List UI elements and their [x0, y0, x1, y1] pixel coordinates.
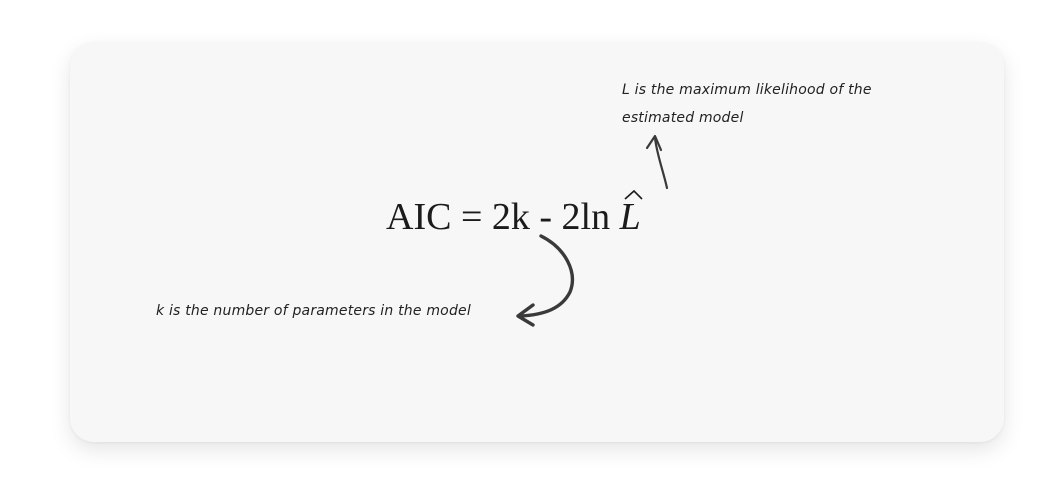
- parameters-annotation: k is the number of parameters in the mod…: [156, 303, 471, 319]
- hat-accent-icon: [624, 189, 643, 200]
- likelihood-symbol: L: [619, 189, 643, 238]
- likelihood-annotation: L is the maximum likelihood of the estim…: [622, 76, 922, 132]
- likelihood-annotation-line2: estimated model: [622, 110, 744, 126]
- likelihood-letter: L: [619, 196, 641, 238]
- arrow-to-k-icon: [516, 234, 575, 327]
- aic-formula: AIC = 2k - 2ln L: [386, 189, 643, 238]
- formula-card: [70, 42, 1004, 442]
- formula-text: AIC = 2k - 2ln: [386, 196, 620, 238]
- arrow-to-likelihood-icon: [645, 134, 669, 190]
- likelihood-annotation-line1: L is the maximum likelihood of the: [622, 82, 872, 98]
